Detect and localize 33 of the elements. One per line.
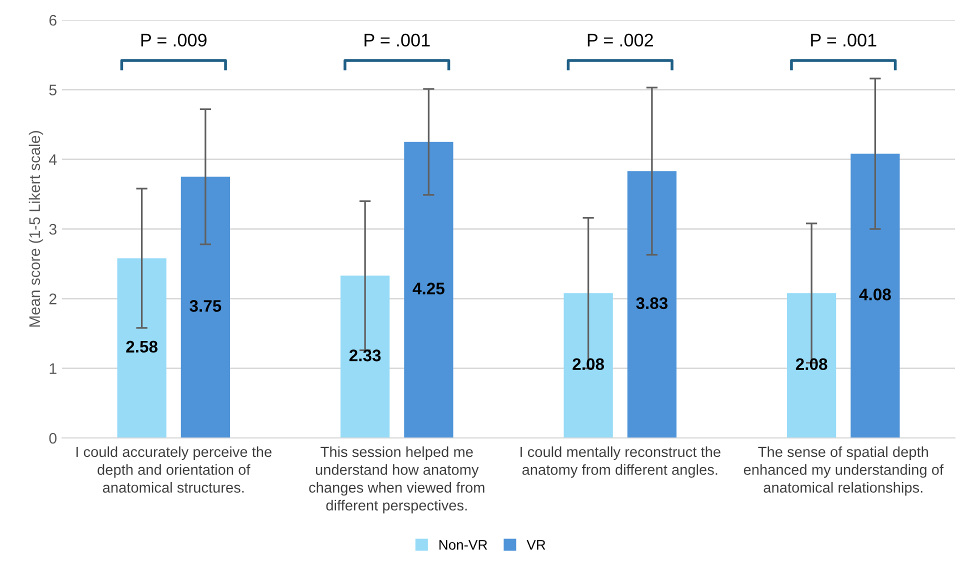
data-label: 3.83 [636,297,668,310]
legend-label: VR [526,540,546,550]
y-tick-label: 5 [49,84,56,96]
x-tick-label: I could accurately perceive the depth and orientation of anatomical structures. [76,446,272,493]
bar [627,171,676,438]
bar [787,293,836,438]
data-label: 2.58 [126,340,158,353]
bar [340,276,390,438]
bar [850,154,900,438]
annotation: P = .001 [364,34,430,47]
bar [180,176,230,438]
annotation: P = .009 [141,34,206,47]
y-tick-label: 4 [48,154,57,165]
bar [564,293,613,438]
data-label: 2.08 [796,358,828,370]
x-tick-label: The sense of spatial depth enhanced my understanding of anatomical relationships. [744,446,944,496]
y-axis-title: Mean score (1-5 Likert scale) [28,131,44,327]
x-tick-label: I could mentally reconstruct the anatomy from different angles. [520,446,720,478]
annotation: P = .001 [811,34,876,47]
data-label: 3.75 [190,300,222,312]
y-tick-label: 0 [49,432,57,444]
data-label: 4.25 [412,282,444,294]
data-label: 2.33 [349,350,381,362]
x-tick-label: This session helped me understand how anatomy changes when viewed from different perspectives. [309,446,484,514]
y-tick-label: 1 [50,363,56,374]
data-label: 4.08 [859,288,891,300]
bar [404,142,454,438]
legend-label: Non-VR [439,540,488,550]
annotation: P = .002 [588,34,653,47]
y-tick-label: 3 [49,224,56,235]
y-tick-label: 6 [49,14,56,26]
y-tick-label: 2 [49,294,56,304]
bar [117,258,166,438]
